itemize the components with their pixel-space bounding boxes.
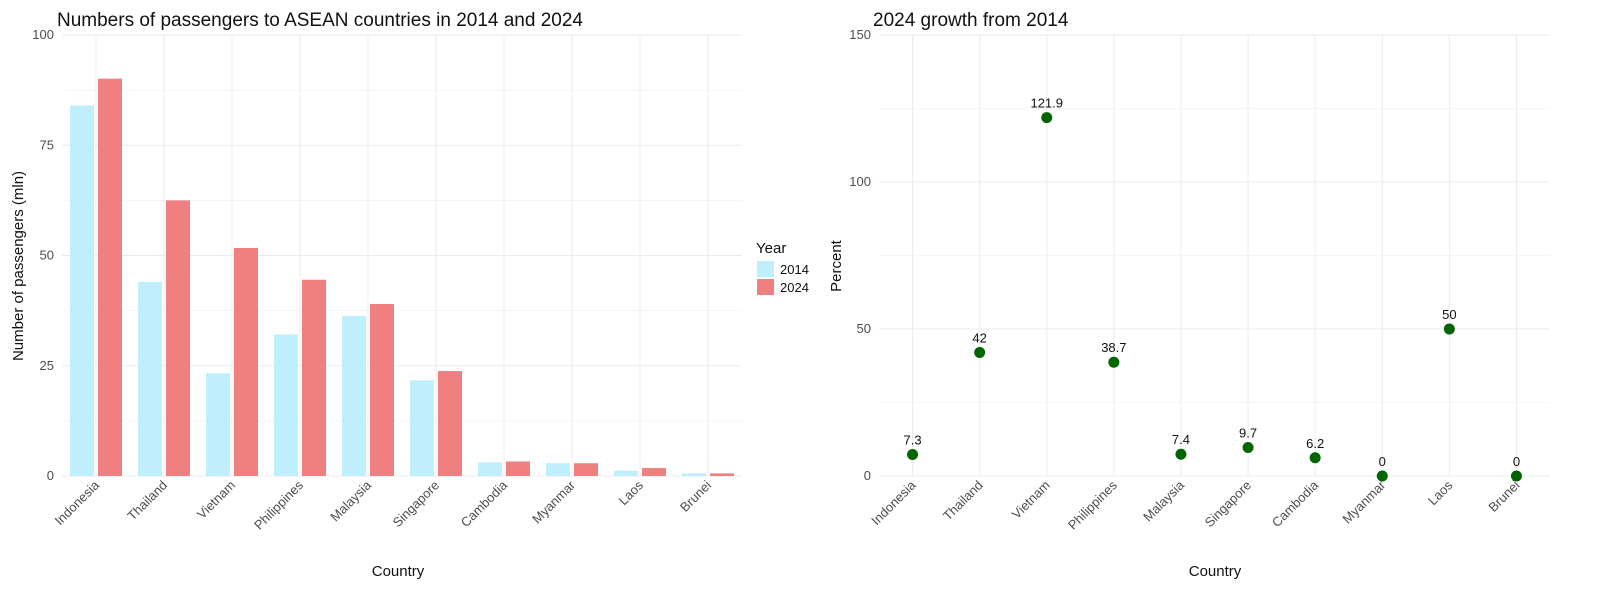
legend-label-2024: 2024 <box>780 280 809 295</box>
bar-marks <box>70 78 734 476</box>
bar-x-tick-label: Cambodia <box>458 477 511 530</box>
growth-point-thailand <box>974 347 986 359</box>
growth-label-cambodia: 6.2 <box>1306 436 1324 451</box>
growth-point-indonesia <box>907 449 919 461</box>
bar-x-tick-label: Indonesia <box>52 477 103 528</box>
bar-2014-myanmar <box>546 463 570 476</box>
growth-panel: 7.3 42 121.9 38.7 7.4 9.7 6.2 0 50 0 0 50 100 150 In… <box>828 10 1550 580</box>
bar-x-tick-label: Laos <box>616 477 647 508</box>
growth-label-singapore: 9.7 <box>1239 425 1257 440</box>
growth-y-tick-label: 50 <box>857 321 871 336</box>
growth-label-philippines: 38.7 <box>1101 340 1126 355</box>
growth-data-labels: 7.3 42 121.9 38.7 7.4 9.7 6.2 0 50 0 <box>904 96 1521 469</box>
growth-y-axis-title: Percent <box>828 239 845 292</box>
growth-point-malaysia <box>1175 448 1187 460</box>
legend-swatch-2014 <box>757 261 774 277</box>
bar-x-axis-title: Country <box>372 563 425 580</box>
bar-x-tick-label: Brunei <box>677 477 714 514</box>
bar-y-tick-label: 0 <box>47 468 54 483</box>
bar-x-tick-label: Malaysia <box>327 477 374 524</box>
growth-x-tick-label: Indonesia <box>868 477 919 528</box>
growth-x-tick-label: Malaysia <box>1140 477 1187 524</box>
growth-point-singapore <box>1242 441 1254 453</box>
bar-2014-brunei <box>682 473 706 476</box>
bar-2014-vietnam <box>206 373 230 476</box>
legend-label-2014: 2014 <box>780 262 809 277</box>
bar-y-tick-label: 75 <box>40 137 54 152</box>
bar-gridlines <box>62 34 742 477</box>
bar-2014-laos <box>614 470 638 476</box>
bar-y-tick-label: 50 <box>40 248 54 263</box>
legend: Year 2014 2024 <box>756 240 809 295</box>
bar-y-ticks: 0 25 50 75 100 <box>32 27 54 483</box>
growth-chart-title: 2024 growth from 2014 <box>873 10 1069 31</box>
legend-title: Year <box>756 240 786 257</box>
growth-x-tick-label: Myanmar <box>1339 477 1388 526</box>
bar-2024-myanmar <box>574 463 598 476</box>
growth-label-indonesia: 7.3 <box>904 433 922 448</box>
growth-x-tick-label: Cambodia <box>1269 477 1322 530</box>
bar-y-tick-label: 100 <box>32 27 54 42</box>
growth-x-tick-label: Singapore <box>1202 478 1255 531</box>
growth-label-thailand: 42 <box>972 331 986 346</box>
growth-gridlines <box>879 34 1550 477</box>
bar-x-tick-label: Vietnam <box>194 478 238 522</box>
growth-x-tick-label: Thailand <box>940 478 986 524</box>
bar-2024-cambodia <box>506 461 530 476</box>
bar-y-axis-title: Number of passengers (mln) <box>10 171 27 361</box>
growth-point-vietnam <box>1041 112 1053 124</box>
growth-x-tick-label: Laos <box>1425 477 1456 508</box>
growth-label-myanmar: 0 <box>1379 454 1386 469</box>
growth-point-cambodia <box>1309 452 1321 464</box>
bar-2014-malaysia <box>342 315 366 476</box>
growth-y-tick-label: 150 <box>849 27 871 42</box>
bar-2024-brunei <box>710 473 734 476</box>
legend-swatch-2024 <box>757 279 774 295</box>
growth-x-ticks: Indonesia Thailand Vietnam Philippines Malay… <box>868 477 1522 533</box>
bar-2024-philippines <box>302 279 326 476</box>
growth-point-laos <box>1443 323 1455 335</box>
growth-x-tick-label: Brunei <box>1485 477 1522 514</box>
bar-2024-malaysia <box>370 304 394 476</box>
bar-x-ticks: Indonesia Thailand Vietnam Philippines Malay… <box>52 477 715 533</box>
growth-point-philippines <box>1108 356 1120 368</box>
growth-x-tick-label: Philippines <box>1065 477 1120 532</box>
bar-x-tick-label: Thailand <box>124 478 170 524</box>
bar-2024-indonesia <box>98 78 122 476</box>
bar-2014-cambodia <box>478 462 502 476</box>
bar-2024-vietnam <box>234 248 258 476</box>
growth-y-tick-label: 100 <box>849 174 871 189</box>
growth-label-malaysia: 7.4 <box>1172 432 1190 447</box>
growth-y-ticks: 0 50 100 150 <box>849 27 871 483</box>
growth-label-vietnam: 121.9 <box>1030 96 1063 111</box>
growth-label-brunei: 0 <box>1513 454 1520 469</box>
bar-panel: 0 25 50 75 100 Indonesia Thailand Vietnam Phili… <box>10 10 809 580</box>
growth-point-brunei <box>1510 470 1522 482</box>
bar-2024-singapore <box>438 371 462 476</box>
bar-chart-title: Numbers of passengers to ASEAN countries… <box>57 10 583 31</box>
growth-x-tick-label: Vietnam <box>1009 478 1053 522</box>
growth-label-laos: 50 <box>1442 307 1456 322</box>
bar-x-tick-label: Philippines <box>251 477 306 532</box>
bar-x-tick-label: Myanmar <box>529 477 578 526</box>
bar-2024-thailand <box>166 200 190 476</box>
bar-2014-singapore <box>410 380 434 476</box>
bar-2014-thailand <box>138 281 162 476</box>
bar-y-tick-label: 25 <box>40 358 54 373</box>
growth-x-axis-title: Country <box>1189 563 1242 580</box>
bar-2014-indonesia <box>70 105 94 476</box>
bar-x-tick-label: Singapore <box>390 478 443 531</box>
growth-y-tick-label: 0 <box>864 468 871 483</box>
growth-point-myanmar <box>1376 470 1388 482</box>
bar-2014-philippines <box>274 334 298 476</box>
bar-2024-laos <box>642 468 666 476</box>
growth-points <box>907 112 1522 482</box>
